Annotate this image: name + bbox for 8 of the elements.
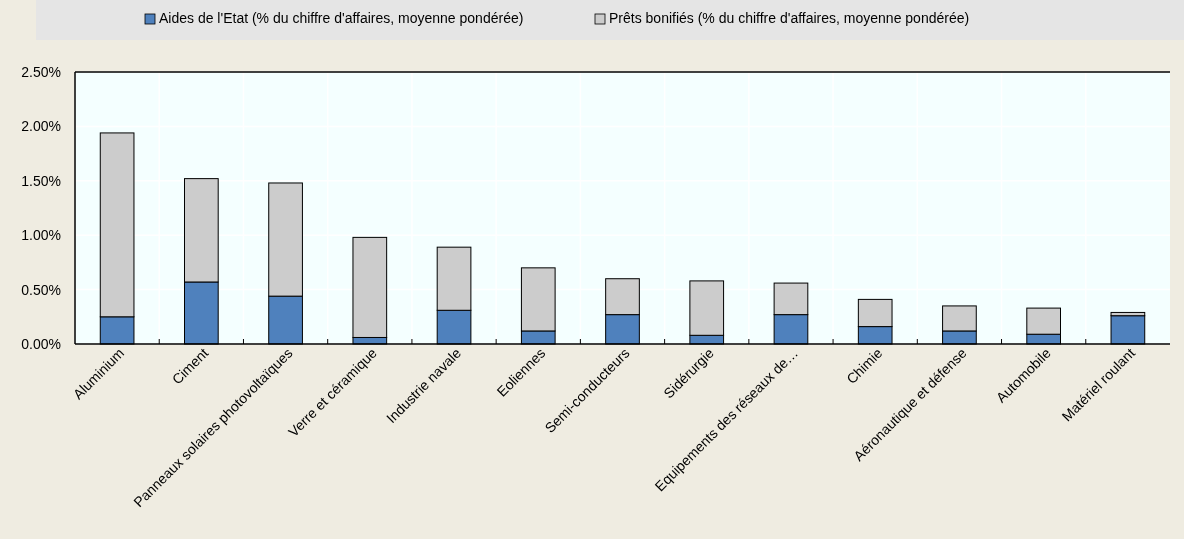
- y-tick-label: 1.50%: [21, 172, 61, 189]
- legend-label: Prêts bonifiés (% du chiffre d'affaires, moyenne pondérée): [609, 10, 970, 26]
- y-tick-label: 2.00%: [21, 118, 61, 135]
- y-tick-label: 0.00%: [21, 335, 61, 352]
- y-tick-label: 2.50%: [21, 63, 61, 80]
- y-tick-label: 1.00%: [21, 227, 61, 244]
- y-tick-label: 0.50%: [21, 281, 61, 298]
- legend-label: Aides de l'Etat (% du chiffre d'affaires, moyenne pondérée): [159, 10, 524, 26]
